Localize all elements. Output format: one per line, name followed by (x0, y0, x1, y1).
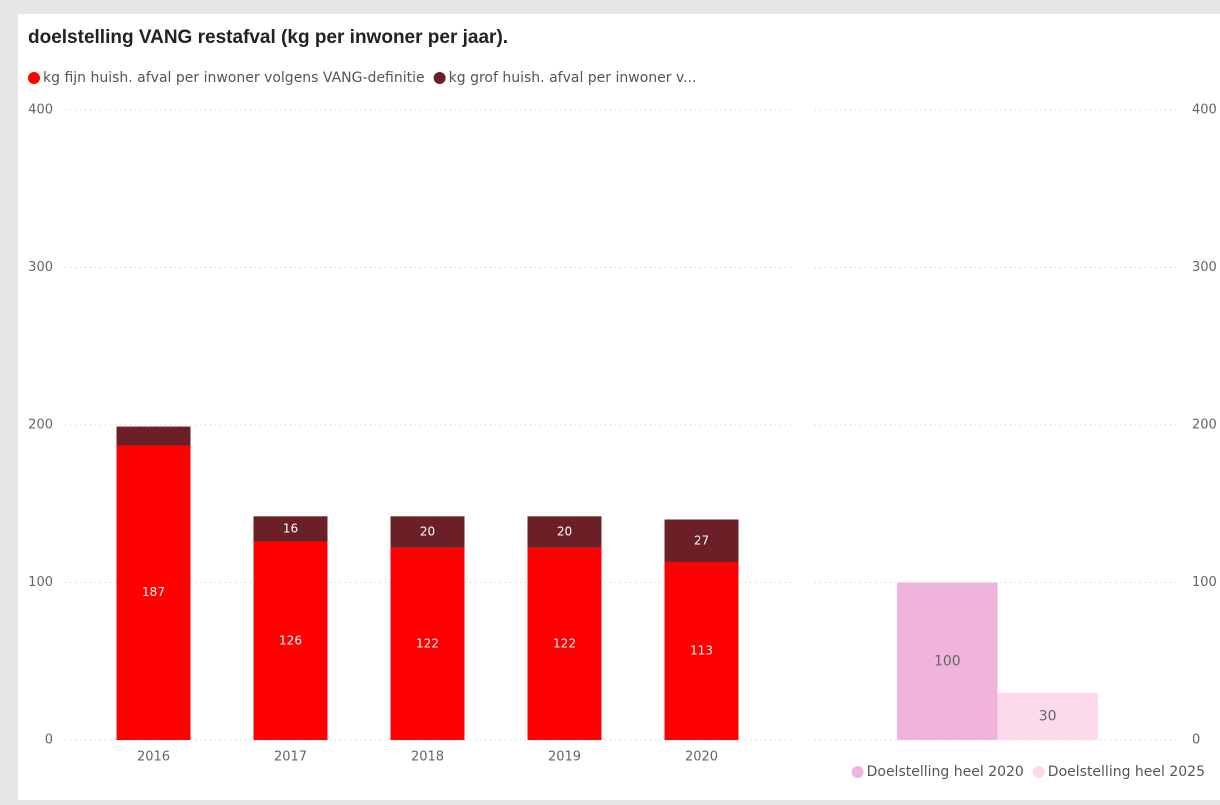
bar (527, 516, 602, 548)
value-label: 126 (279, 633, 302, 647)
panel (18, 14, 1220, 800)
bar (116, 426, 191, 446)
y-tick-label: 200 (1192, 418, 1217, 433)
y-tick-label: 400 (28, 103, 53, 118)
y-tick-label: 300 (28, 260, 53, 275)
x-tick-label: 2020 (685, 750, 718, 765)
legend-marker (28, 72, 40, 84)
y-tick-label: 0 (1192, 733, 1200, 748)
bar (390, 547, 465, 740)
legend-label: Doelstelling heel 2020 (867, 764, 1024, 780)
chart-title: doelstelling VANG restafval (kg per inwo… (28, 27, 508, 48)
bar (253, 516, 328, 542)
value-label: 20 (557, 525, 572, 539)
y-tick-label: 300 (1192, 260, 1217, 275)
value-label: 113 (690, 644, 713, 658)
y-tick-label: 200 (28, 418, 53, 433)
bar (116, 445, 191, 740)
value-label: 122 (416, 636, 439, 650)
x-tick-label: 2017 (274, 750, 307, 765)
y-tick-label: 100 (28, 575, 53, 590)
x-tick-label: 2018 (411, 750, 444, 765)
bar (253, 541, 328, 740)
bar (527, 547, 602, 740)
legend-marker (1032, 766, 1045, 778)
value-label: 187 (142, 585, 165, 599)
bar (997, 692, 1098, 740)
value-label: 16 (283, 521, 298, 535)
legend-label: kg fijn huish. afval per inwoner volgens… (43, 70, 425, 86)
legend-marker (433, 72, 446, 84)
y-tick-label: 400 (1192, 103, 1217, 118)
value-label: 30 (1039, 708, 1057, 724)
legend-label: Doelstelling heel 2025 (1048, 764, 1205, 780)
legend-marker (851, 766, 864, 778)
bar (664, 562, 739, 740)
value-label: 27 (694, 533, 709, 547)
value-label: 122 (553, 636, 576, 650)
bar (390, 516, 465, 548)
value-label: 20 (420, 525, 435, 539)
x-tick-label: 2019 (548, 750, 581, 765)
legend-label: kg grof huish. afval per inwoner v... (449, 70, 697, 86)
value-label: 100 (934, 653, 961, 669)
bar (897, 582, 998, 740)
x-tick-label: 2016 (137, 750, 170, 765)
y-tick-label: 100 (1192, 575, 1217, 590)
bar (664, 519, 739, 563)
y-tick-label: 0 (45, 733, 53, 748)
